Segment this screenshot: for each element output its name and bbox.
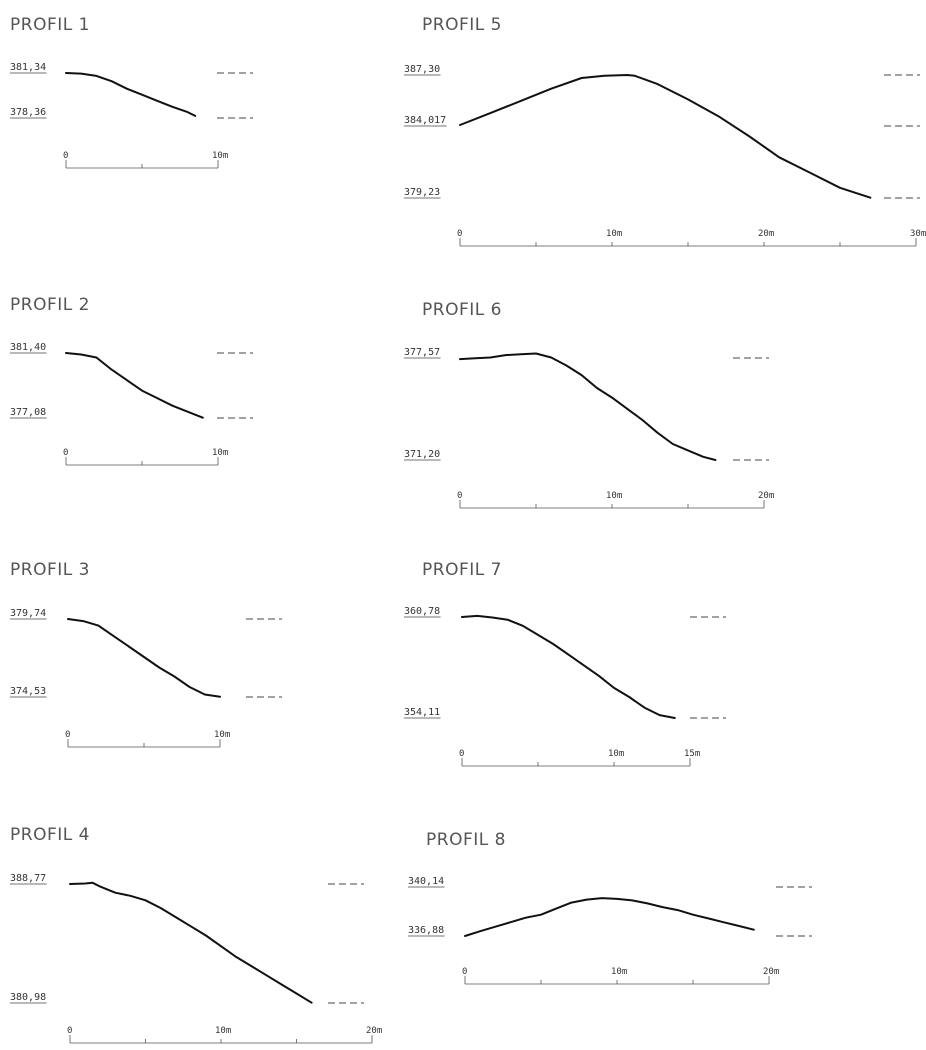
terrain-profile-line — [69, 881, 313, 1004]
scale-label: 0 — [457, 229, 462, 239]
scale-label: 10m — [606, 491, 622, 501]
terrain-profile-line — [459, 352, 717, 461]
scale-label: 0 — [67, 1026, 72, 1036]
profile-panel-7: PROFIL 7 360,78 354,11 0 10m 15m — [404, 560, 726, 767]
scale-label: 0 — [459, 749, 464, 759]
profile-title: PROFIL 4 — [10, 825, 90, 845]
elevation-label: 340,14 — [408, 876, 444, 887]
elevation-label: 378,36 — [10, 107, 46, 118]
profile-panel-1: PROFIL 1 381,34 378,36 0 10m — [10, 15, 253, 169]
scale-label: 10m — [215, 1026, 231, 1036]
elevation-label: 360,78 — [404, 606, 440, 617]
scale-label: 15m — [684, 749, 700, 759]
profile-panel-8: PROFIL 8 340,14 336,88 0 10m 20m — [408, 830, 812, 985]
profile-title: PROFIL 5 — [422, 15, 502, 35]
scale-label: 0 — [457, 491, 462, 501]
elevation-label: 380,98 — [10, 992, 46, 1003]
scale-label: 0 — [63, 448, 68, 458]
terrain-profile-line — [65, 352, 204, 419]
elevation-label: 371,20 — [404, 449, 440, 460]
scale-label: 20m — [763, 967, 779, 977]
terrain-profile-line — [461, 614, 676, 719]
elevation-label: 377,57 — [404, 347, 440, 358]
elevation-label: 381,34 — [10, 62, 46, 73]
profile-title: PROFIL 6 — [422, 300, 502, 320]
profile-panel-5: PROFIL 5 387,30 384,017 379,23 0 10m 20m 30m — [404, 15, 926, 247]
scale-label: 0 — [63, 151, 68, 161]
scale-label: 10m — [611, 967, 627, 977]
profile-title: PROFIL 2 — [10, 295, 90, 315]
elevation-label: 379,23 — [404, 187, 440, 198]
profile-panel-6: PROFIL 6 377,57 371,20 0 10m 20m — [404, 300, 774, 509]
elevation-label: 384,017 — [404, 115, 446, 126]
scale-label: 0 — [65, 730, 70, 740]
elevation-label: 379,74 — [10, 608, 46, 619]
profile-panel-4: PROFIL 4 388,77 380,98 0 10m 20m — [10, 825, 382, 1044]
profile-panel-2: PROFIL 2 381,40 377,08 0 10m — [10, 295, 253, 466]
elevation-label: 388,77 — [10, 873, 46, 884]
elevation-label: 381,40 — [10, 342, 46, 353]
scale-label: 10m — [606, 229, 622, 239]
scale-label: 20m — [366, 1026, 382, 1036]
profile-title: PROFIL 1 — [10, 15, 90, 35]
terrain-profile-line — [464, 897, 755, 937]
elevation-label: 374,53 — [10, 686, 46, 697]
scale-label: 10m — [608, 749, 624, 759]
scale-label: 20m — [758, 491, 774, 501]
scale-label: 10m — [212, 151, 228, 161]
scale-label: 20m — [758, 229, 774, 239]
terrain-profile-line — [67, 618, 221, 698]
scale-label: 30m — [910, 229, 926, 239]
profile-panel-3: PROFIL 3 379,74 374,53 0 10m — [10, 560, 282, 748]
elevation-label: 354,11 — [404, 707, 440, 718]
scale-label: 0 — [462, 967, 467, 977]
terrain-profile-line — [65, 72, 197, 117]
scale-label: 10m — [214, 730, 230, 740]
scale-label: 10m — [212, 448, 228, 458]
elevation-label: 387,30 — [404, 64, 440, 75]
profile-title: PROFIL 3 — [10, 560, 90, 580]
profile-title: PROFIL 8 — [426, 830, 506, 850]
elevation-label: 336,88 — [408, 925, 444, 936]
terrain-profile-line — [459, 74, 872, 199]
elevation-label: 377,08 — [10, 407, 46, 418]
profile-title: PROFIL 7 — [422, 560, 502, 580]
